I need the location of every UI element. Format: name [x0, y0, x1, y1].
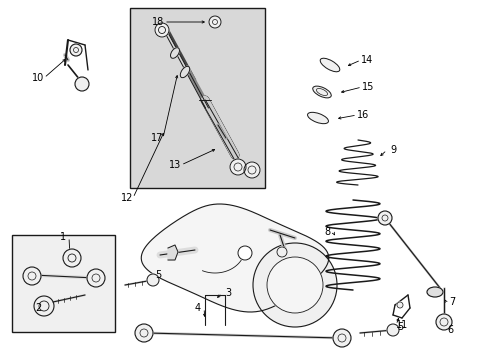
- Text: 11: 11: [395, 320, 407, 330]
- Circle shape: [386, 324, 398, 336]
- Circle shape: [63, 249, 81, 267]
- Text: 3: 3: [224, 288, 231, 298]
- Ellipse shape: [312, 86, 330, 98]
- Text: 16: 16: [356, 110, 368, 120]
- Circle shape: [73, 48, 79, 53]
- Circle shape: [238, 246, 251, 260]
- Circle shape: [155, 23, 169, 37]
- Circle shape: [377, 211, 391, 225]
- Circle shape: [276, 247, 286, 257]
- Circle shape: [247, 166, 256, 174]
- Circle shape: [337, 334, 346, 342]
- Text: 10: 10: [32, 73, 44, 83]
- Circle shape: [435, 314, 451, 330]
- Text: 6: 6: [446, 325, 452, 335]
- Circle shape: [208, 16, 221, 28]
- Circle shape: [135, 324, 153, 342]
- Circle shape: [87, 269, 105, 287]
- Circle shape: [75, 77, 89, 91]
- Circle shape: [252, 243, 336, 327]
- Circle shape: [34, 296, 54, 316]
- Circle shape: [266, 257, 323, 313]
- Circle shape: [332, 329, 350, 347]
- Circle shape: [70, 44, 82, 56]
- Text: 5: 5: [396, 322, 402, 332]
- Text: 4: 4: [195, 303, 201, 313]
- Circle shape: [439, 318, 447, 326]
- Text: 5: 5: [155, 270, 161, 280]
- Circle shape: [23, 267, 41, 285]
- Ellipse shape: [170, 48, 179, 58]
- Circle shape: [68, 254, 76, 262]
- Text: 12: 12: [121, 193, 133, 203]
- Circle shape: [147, 274, 159, 286]
- Polygon shape: [168, 245, 178, 260]
- Circle shape: [92, 274, 100, 282]
- Ellipse shape: [426, 287, 442, 297]
- Text: 9: 9: [389, 145, 395, 155]
- Text: 18: 18: [152, 17, 164, 27]
- Text: 1: 1: [60, 232, 66, 242]
- Ellipse shape: [320, 58, 339, 72]
- Text: 15: 15: [361, 82, 373, 92]
- Text: 13: 13: [168, 160, 181, 170]
- Circle shape: [39, 301, 49, 311]
- Circle shape: [381, 215, 387, 221]
- Text: 8: 8: [323, 227, 329, 237]
- Circle shape: [212, 19, 217, 24]
- Bar: [130, 8, 264, 188]
- Text: 17: 17: [150, 133, 163, 143]
- Bar: [12, 235, 115, 332]
- Text: 7: 7: [448, 297, 454, 307]
- Circle shape: [229, 159, 245, 175]
- Circle shape: [140, 329, 148, 337]
- Circle shape: [396, 302, 402, 308]
- Circle shape: [158, 27, 165, 33]
- Text: 14: 14: [360, 55, 372, 65]
- Circle shape: [234, 163, 242, 171]
- Text: 2: 2: [35, 303, 41, 313]
- Ellipse shape: [180, 66, 189, 78]
- Circle shape: [28, 272, 36, 280]
- Polygon shape: [141, 204, 328, 312]
- Circle shape: [244, 162, 260, 178]
- Ellipse shape: [307, 112, 328, 123]
